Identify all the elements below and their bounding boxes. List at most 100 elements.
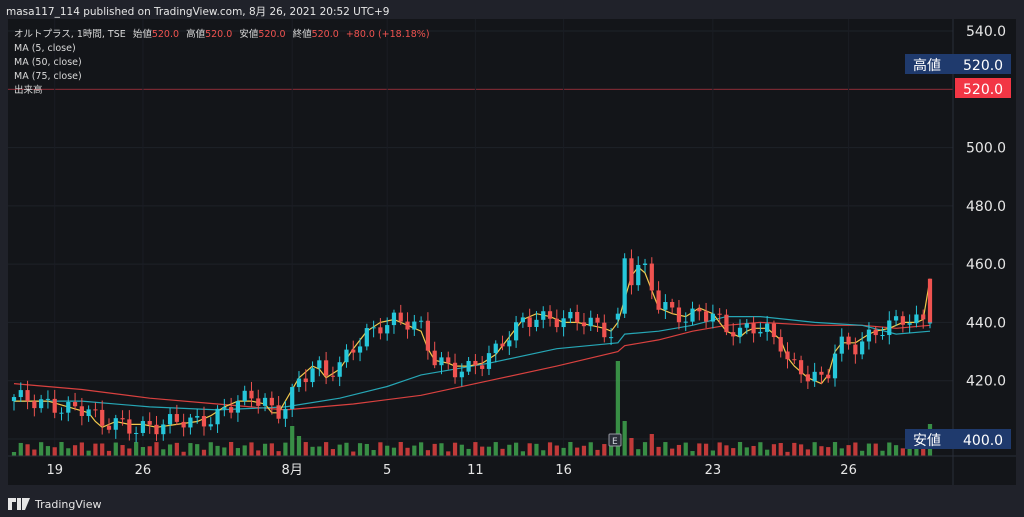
candle-body <box>514 322 519 341</box>
candle-body <box>127 419 132 434</box>
time-axis[interactable]: 19 26 8月 5 11 16 23 26 <box>8 455 1016 478</box>
volume-bar <box>459 444 464 456</box>
volume-bar <box>52 447 57 456</box>
candle-body <box>921 314 926 320</box>
candle-body <box>798 360 804 375</box>
candle-body <box>120 418 125 420</box>
candle-body <box>432 350 437 366</box>
candle-body <box>785 351 790 360</box>
candle-body <box>11 397 17 402</box>
volume-bar <box>826 447 831 456</box>
candle-body <box>507 340 512 347</box>
price-chart[interactable]: 400.0 420.0 440.0 460.0 480.0 500.0 520.0 540.0… <box>8 19 1016 485</box>
volume-bar <box>222 447 227 456</box>
candle-body <box>805 374 810 382</box>
candle-body <box>778 337 783 352</box>
volume-bar <box>595 449 600 456</box>
volume-bar <box>59 442 64 456</box>
legend-low-label: 安値 <box>239 28 259 40</box>
volume-bar <box>161 449 166 456</box>
volume-bar <box>887 442 892 456</box>
volume-bar <box>798 444 804 456</box>
candle-body <box>276 405 281 419</box>
volume-bar <box>262 443 268 456</box>
legend-high-label: 高値 <box>186 28 206 40</box>
volume-bar <box>72 445 78 456</box>
candle-body <box>317 360 322 369</box>
volume-bar <box>256 450 261 456</box>
volume-bar <box>602 444 607 456</box>
candle-body <box>167 414 173 425</box>
candle-body <box>737 327 743 337</box>
volume-bar <box>310 446 315 456</box>
volume-bar <box>195 444 200 456</box>
volume-bar <box>113 442 118 456</box>
volume-bar <box>676 444 682 456</box>
candle-body <box>330 375 336 377</box>
event-marker-box[interactable] <box>608 433 622 447</box>
candle-body <box>79 406 84 417</box>
volume-bar <box>134 442 139 456</box>
high-badge-label: 高値 <box>913 57 941 74</box>
volume-bar <box>398 442 403 456</box>
footer-branding: TradingView <box>8 494 101 514</box>
candle-body <box>880 335 885 337</box>
volume-bar <box>344 442 349 456</box>
candle-body <box>771 323 777 338</box>
candle-body <box>907 323 912 325</box>
volume-bar <box>276 451 281 456</box>
volume-bar <box>45 446 51 456</box>
volume-bar <box>690 451 695 456</box>
footer-brand: TradingView <box>35 497 102 511</box>
candle-body <box>893 316 899 321</box>
candle-body <box>690 308 695 322</box>
candle-body <box>466 360 471 372</box>
candle-body <box>900 316 905 325</box>
ma75-line <box>13 321 931 411</box>
candle-body <box>568 311 573 319</box>
volume-bar <box>697 443 702 456</box>
earnings-event-marker[interactable]: E <box>608 433 622 447</box>
volume-bar <box>324 442 329 456</box>
candle-body <box>45 398 51 400</box>
volume-bar <box>731 448 736 456</box>
candle-body <box>615 313 620 320</box>
volume-bar <box>541 450 546 456</box>
volume-bar <box>432 443 437 456</box>
candle-body <box>758 331 763 334</box>
ma50-line <box>14 316 931 411</box>
volume-bar <box>860 450 865 456</box>
volume-bar <box>466 448 471 456</box>
time-tick-label: 5 <box>383 463 391 478</box>
candle-body <box>452 362 458 378</box>
legend-ma75: MA (75, close) <box>14 71 82 82</box>
candle-body <box>832 353 838 379</box>
volume-bar <box>32 449 37 456</box>
chart-panel[interactable]: 400.0 420.0 440.0 460.0 480.0 500.0 520.0 540.0… <box>8 19 1016 485</box>
candle-body <box>59 412 64 414</box>
legend-open-label: 始値 <box>133 28 153 40</box>
volume-bar <box>717 442 722 456</box>
candle-body <box>419 320 424 322</box>
candle-body <box>208 424 213 427</box>
last-price-badge-box <box>955 78 1011 98</box>
candle-body <box>188 417 193 428</box>
candle-body <box>670 302 675 308</box>
volume-bar <box>629 438 634 456</box>
volume-bar <box>167 444 173 456</box>
candle-body <box>52 398 57 413</box>
time-tick-label: 11 <box>467 463 484 478</box>
volume-bar <box>819 446 824 456</box>
volume-bar <box>242 445 247 456</box>
volume-bar <box>724 445 729 456</box>
candle-body <box>663 302 668 310</box>
volume-bar <box>737 442 743 456</box>
candle-body <box>534 319 539 327</box>
price-tick-label: 500.0 <box>966 141 1006 157</box>
volume-bar <box>147 446 152 456</box>
candle-body <box>446 357 451 363</box>
legend-change: +80.0 (+18.18%) <box>346 29 430 40</box>
candle-body <box>147 421 152 425</box>
price-tick-label: 540.0 <box>966 24 1006 40</box>
candle-body <box>269 397 274 406</box>
